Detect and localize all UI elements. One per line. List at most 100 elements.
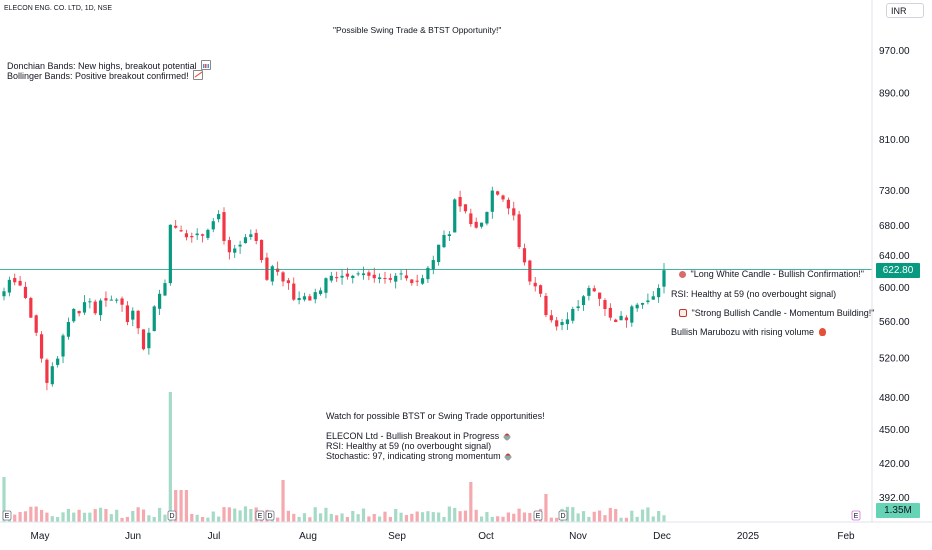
candle-body <box>72 308 76 322</box>
volume-bar <box>249 508 253 522</box>
annotation-breakout-text: ELECON Ltd - Bullish Breakout in Progres… <box>326 431 500 441</box>
time-tick-label: Feb <box>837 531 855 542</box>
price-tick-label: 730.00 <box>879 186 910 197</box>
volume-bar <box>598 510 602 522</box>
volume-bar <box>474 509 478 522</box>
candle-body <box>490 190 494 212</box>
volume-bar <box>517 508 521 522</box>
event-marker[interactable] <box>851 510 861 521</box>
volume-bar <box>163 514 167 522</box>
volume-bar <box>318 513 323 522</box>
candle-body <box>469 213 473 225</box>
volume-bar <box>501 516 505 522</box>
candle-body <box>109 299 113 301</box>
candle-body <box>206 229 210 238</box>
annotation-bollinger: Bollinger Bands: Positive breakout confi… <box>7 70 204 82</box>
candle-body <box>538 285 543 294</box>
event-marker[interactable] <box>558 510 568 521</box>
volume-bar <box>404 515 409 522</box>
annotation-bollinger-text: Bollinger Bands: Positive breakout confi… <box>7 71 189 81</box>
event-marker[interactable] <box>255 510 265 521</box>
candle-body <box>657 287 661 298</box>
volume-bar <box>640 509 645 522</box>
candle-body <box>174 225 178 228</box>
volume-bar <box>549 517 553 522</box>
candlestick-series <box>2 186 666 391</box>
event-marker-label: E <box>854 513 859 520</box>
symbol-title[interactable]: ELECON ENG. CO. LTD, 1D, NSE <box>4 5 113 12</box>
volume-bar <box>372 513 376 522</box>
candle-body <box>619 315 623 321</box>
volume-bar <box>619 517 623 522</box>
candle-body <box>104 298 108 301</box>
volume-bar <box>302 513 307 522</box>
volume-bar <box>335 515 339 522</box>
candle-body <box>120 298 124 305</box>
volume-bar <box>147 515 151 522</box>
candle-body <box>463 204 468 212</box>
candle-body <box>190 235 194 238</box>
bar-chart-icon <box>201 60 212 70</box>
candle-body <box>276 268 280 272</box>
annotation-rsi-bottom: RSI: Healthy at 59 (no overbought signal… <box>326 441 492 451</box>
collision-icon <box>679 271 686 278</box>
candle-body <box>29 298 33 318</box>
volume-bar <box>544 494 548 522</box>
volume-bar <box>13 514 17 522</box>
event-marker[interactable] <box>2 510 12 521</box>
candle-body <box>141 329 146 350</box>
price-tick-label: 480.00 <box>879 393 910 404</box>
time-tick-label: Jul <box>208 531 221 542</box>
annotation-rsi-right: RSI: Healthy at 59 (no overbought signal… <box>671 289 837 299</box>
candle-body <box>50 366 54 385</box>
candle-body <box>18 280 22 286</box>
volume-bar <box>82 512 87 522</box>
event-marker[interactable] <box>167 510 177 521</box>
volume-bar <box>447 506 451 522</box>
annotation-long-white-text: "Long White Candle - Bullish Confirmatio… <box>690 269 864 279</box>
candle-body <box>345 273 350 277</box>
price-tick-label: 680.00 <box>879 221 910 232</box>
price-tick-label: 392.00 <box>879 493 910 504</box>
volume-bar <box>158 507 162 522</box>
event-marker-label: E <box>258 513 263 520</box>
volume-bar <box>657 511 661 522</box>
volume-bar <box>93 509 97 522</box>
volume-bar <box>522 512 527 522</box>
volume-histogram <box>2 392 666 522</box>
candle-body <box>184 233 189 238</box>
candle-body <box>158 293 162 309</box>
candle-body <box>324 278 328 293</box>
candle-body <box>125 305 130 323</box>
rocket-icon <box>502 432 511 442</box>
volume-bar <box>356 514 360 522</box>
volume-bar <box>104 509 108 522</box>
candle-body <box>302 296 307 300</box>
volume-bar <box>56 517 60 522</box>
volume-bar <box>39 509 44 522</box>
volume-bar <box>292 513 296 522</box>
candle-body <box>318 290 323 295</box>
candle-body <box>399 273 403 275</box>
price-tick-label: 640.00 <box>879 251 910 262</box>
volume-bar <box>361 508 366 522</box>
candle-body <box>474 221 478 228</box>
calendar-icon <box>679 309 687 317</box>
volume-bar <box>184 490 189 522</box>
annotation-stochastic-text: Stochastic: 97, indicating strong moment… <box>326 451 501 461</box>
event-marker-label: D <box>560 513 565 520</box>
event-marker[interactable] <box>265 510 275 521</box>
candle-body <box>496 191 500 195</box>
candle-body <box>624 317 629 321</box>
event-marker[interactable] <box>533 510 543 521</box>
volume-bar <box>437 512 441 522</box>
candle-body <box>115 299 119 301</box>
volume-bar <box>174 490 178 522</box>
volume-bar <box>528 512 532 522</box>
time-tick-label: Nov <box>569 531 587 542</box>
volume-bar <box>571 507 575 522</box>
currency-selector[interactable]: INR <box>886 3 924 18</box>
candle-body <box>233 248 237 253</box>
candle-body <box>340 275 344 278</box>
